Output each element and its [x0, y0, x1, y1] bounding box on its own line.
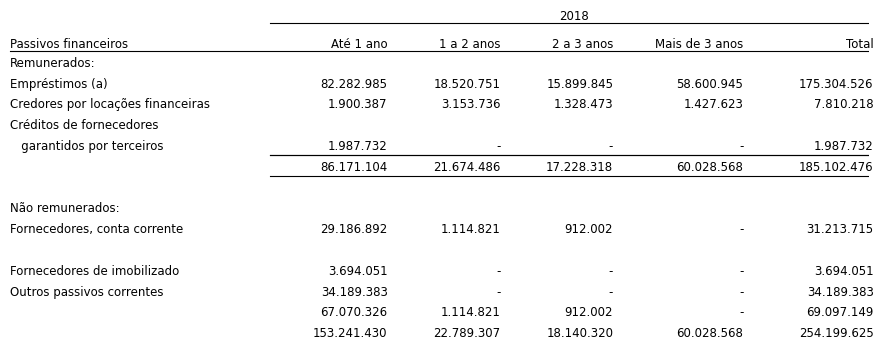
Text: Credores por locações financeiras: Credores por locações financeiras	[10, 98, 210, 112]
Text: 22.789.307: 22.789.307	[434, 327, 501, 338]
Text: 175.304.526: 175.304.526	[799, 78, 874, 91]
Text: 1.114.821: 1.114.821	[440, 223, 501, 236]
Text: Não remunerados:: Não remunerados:	[10, 202, 120, 215]
Text: 60.028.568: 60.028.568	[676, 161, 744, 174]
Text: Empréstimos (a): Empréstimos (a)	[10, 78, 108, 91]
Text: Fornecedores de imobilizado: Fornecedores de imobilizado	[10, 265, 179, 278]
Text: 153.241.430: 153.241.430	[313, 327, 387, 338]
Text: -: -	[739, 286, 744, 298]
Text: Outros passivos correntes: Outros passivos correntes	[10, 286, 163, 298]
Text: -: -	[739, 140, 744, 153]
Text: 1.987.732: 1.987.732	[814, 140, 874, 153]
Text: -: -	[739, 223, 744, 236]
Text: 67.070.326: 67.070.326	[321, 306, 387, 319]
Text: -: -	[496, 286, 501, 298]
Text: 7.810.218: 7.810.218	[814, 98, 874, 112]
Text: 1.427.623: 1.427.623	[683, 98, 744, 112]
Text: 21.674.486: 21.674.486	[433, 161, 501, 174]
Text: -: -	[739, 265, 744, 278]
Text: 18.140.320: 18.140.320	[546, 327, 614, 338]
Text: 15.899.845: 15.899.845	[546, 78, 614, 91]
Text: -: -	[609, 265, 614, 278]
Text: Fornecedores, conta corrente: Fornecedores, conta corrente	[10, 223, 184, 236]
Text: 34.189.383: 34.189.383	[807, 286, 874, 298]
Text: 3.153.736: 3.153.736	[440, 98, 501, 112]
Text: 912.002: 912.002	[565, 223, 614, 236]
Text: -: -	[496, 140, 501, 153]
Text: 58.600.945: 58.600.945	[676, 78, 744, 91]
Text: Créditos de fornecedores: Créditos de fornecedores	[10, 119, 158, 132]
Text: -: -	[739, 306, 744, 319]
Text: 86.171.104: 86.171.104	[321, 161, 387, 174]
Text: 1.987.732: 1.987.732	[328, 140, 387, 153]
Text: 34.189.383: 34.189.383	[321, 286, 387, 298]
Text: Remunerados:: Remunerados:	[10, 57, 95, 70]
Text: Até 1 ano: Até 1 ano	[331, 39, 387, 51]
Text: 254.199.625: 254.199.625	[799, 327, 874, 338]
Text: -: -	[609, 140, 614, 153]
Text: Mais de 3 anos: Mais de 3 anos	[656, 39, 744, 51]
Text: 82.282.985: 82.282.985	[321, 78, 387, 91]
Text: garantidos por terceiros: garantidos por terceiros	[10, 140, 163, 153]
Text: 18.520.751: 18.520.751	[434, 78, 501, 91]
Text: 31.213.715: 31.213.715	[807, 223, 874, 236]
Text: -: -	[609, 286, 614, 298]
Text: 912.002: 912.002	[565, 306, 614, 319]
Text: 3.694.051: 3.694.051	[328, 265, 387, 278]
Text: 60.028.568: 60.028.568	[676, 327, 744, 338]
Text: Total: Total	[846, 39, 874, 51]
Text: 1.900.387: 1.900.387	[328, 98, 387, 112]
Text: Passivos financeiros: Passivos financeiros	[10, 39, 128, 51]
Text: 1.114.821: 1.114.821	[440, 306, 501, 319]
Text: 2018: 2018	[559, 10, 589, 23]
Text: 1.328.473: 1.328.473	[553, 98, 614, 112]
Text: 185.102.476: 185.102.476	[799, 161, 874, 174]
Text: -: -	[496, 265, 501, 278]
Text: 69.097.149: 69.097.149	[806, 306, 874, 319]
Text: 17.228.318: 17.228.318	[546, 161, 614, 174]
Text: 29.186.892: 29.186.892	[321, 223, 387, 236]
Text: 2 a 3 anos: 2 a 3 anos	[551, 39, 614, 51]
Text: 1 a 2 anos: 1 a 2 anos	[439, 39, 501, 51]
Text: 3.694.051: 3.694.051	[814, 265, 874, 278]
